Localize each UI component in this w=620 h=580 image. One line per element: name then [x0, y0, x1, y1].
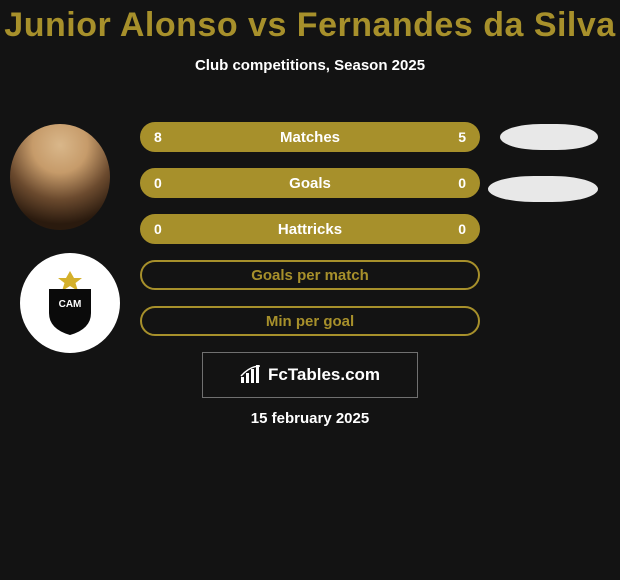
stat-label: Min per goal: [266, 313, 354, 330]
page-title: Junior Alonso vs Fernandes da Silva: [0, 0, 620, 45]
fctables-label: FcTables.com: [268, 365, 380, 385]
stat-row-goals: 0 Goals 0: [140, 168, 480, 198]
date-label: 15 february 2025: [0, 410, 620, 427]
subtitle: Club competitions, Season 2025: [0, 57, 620, 74]
club-shield-text: CAM: [59, 299, 82, 310]
stat-label: Goals per match: [251, 267, 369, 284]
club-logo-right: [488, 176, 598, 202]
stat-left-value: 0: [154, 175, 162, 191]
stat-row-hattricks: 0 Hattricks 0: [140, 214, 480, 244]
player-photo-left: [10, 124, 110, 230]
stat-right-value: 5: [458, 129, 466, 145]
stat-left-value: 0: [154, 221, 162, 237]
stat-right-value: 0: [458, 175, 466, 191]
club-shield-shape: [49, 289, 91, 335]
stat-label: Goals: [289, 175, 331, 192]
stat-label: Matches: [280, 129, 340, 146]
stat-left-value: 8: [154, 129, 162, 145]
fctables-badge: FcTables.com: [202, 352, 418, 398]
club-shield-icon: CAM: [43, 271, 97, 335]
stats-container: 8 Matches 5 0 Goals 0 0 Hattricks 0 Goal…: [140, 122, 480, 352]
stat-row-mpg: Min per goal: [140, 306, 480, 336]
stat-row-matches: 8 Matches 5: [140, 122, 480, 152]
club-logo-left: CAM: [20, 253, 120, 353]
stat-row-gpm: Goals per match: [140, 260, 480, 290]
player-photo-right: [500, 124, 598, 150]
stat-label: Hattricks: [278, 221, 342, 238]
bar-chart-icon: [240, 365, 262, 385]
club-star-icon: [58, 271, 82, 291]
stat-right-value: 0: [458, 221, 466, 237]
